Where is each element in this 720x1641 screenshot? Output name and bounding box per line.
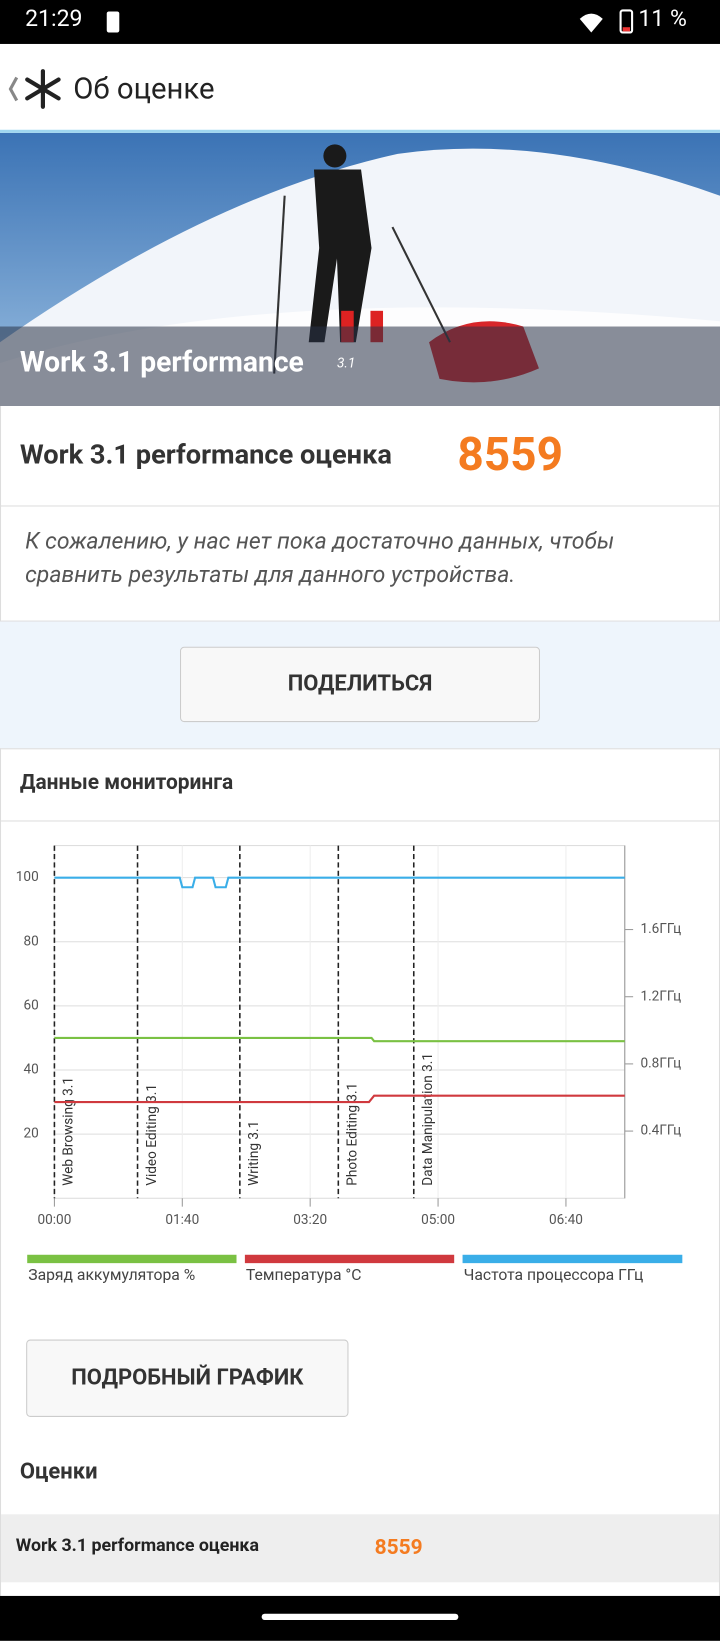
y-tick-label: 60 (23, 997, 38, 1013)
legend-label: Заряд аккумулятора % (28, 1265, 196, 1285)
status-battery: 11 % (638, 6, 687, 33)
legend-swatch (244, 1254, 455, 1264)
legend-swatch (462, 1254, 683, 1264)
y2-tick-label: 1.6ГГц (640, 921, 681, 937)
score-row-label: Work 3.1 performance оценка (15, 1535, 259, 1557)
phase-label: Photo Editing 3.1 (345, 1083, 361, 1186)
series-line (54, 876, 625, 889)
x-tick-label: 00:00 (37, 1212, 71, 1228)
message-card (0, 505, 720, 622)
phase-label: Web Browsing 3.1 (61, 1077, 77, 1186)
score-row-value: 8559 (374, 1534, 423, 1560)
x-tick-label: 06:40 (549, 1212, 583, 1228)
x-tick-label: 01:40 (165, 1212, 199, 1228)
phase-label: Data Manipulation 3.1 (420, 1053, 436, 1186)
phase-label: Writing 3.1 (246, 1121, 262, 1186)
monitoring-chart: 20 40 60 80 100 00:00 01:40 03:20 05:00 06:40 0.4Г… (16, 845, 681, 1228)
series-line (54, 1094, 625, 1104)
phase-label: Video Editing 3.1 (144, 1084, 160, 1186)
y-tick-label: 100 (16, 869, 39, 885)
y-tick-label: 40 (23, 1062, 38, 1078)
score-value: 8559 (457, 426, 564, 482)
y2-tick-label: 1.2ГГц (640, 988, 681, 1004)
banner-title: Work 3.1 performance (19, 345, 304, 379)
scores-title: Оценки (19, 1459, 98, 1486)
score-label: Work 3.1 performance оценка (19, 439, 392, 471)
legend-label: Частота процессора ГГц (463, 1265, 644, 1285)
banner-version: 3.1 (336, 355, 356, 372)
back-button[interactable] (4, 67, 69, 113)
y2-tick-label: 0.8ГГц (640, 1055, 681, 1071)
score-card (0, 406, 720, 507)
x-tick-label: 03:20 (293, 1212, 327, 1228)
header-title: Об оценке (73, 71, 215, 106)
status-time: 21:29 (25, 6, 83, 33)
y-tick-label: 20 (23, 1126, 38, 1142)
divider (1, 820, 719, 822)
legend-label: Температура °C (245, 1265, 362, 1285)
y-tick-label: 80 (23, 933, 38, 949)
plot-frame (53, 845, 626, 1199)
notification-icon (106, 11, 120, 33)
share-button[interactable]: ПОДЕЛИТЬСЯ (180, 646, 541, 723)
status-icons (579, 9, 634, 34)
message: К сожалению, у нас нет пока достаточно д… (25, 528, 615, 589)
header-divider (0, 129, 720, 133)
y2-tick-label: 0.4ГГц (640, 1123, 681, 1139)
legend-swatch (27, 1254, 237, 1264)
banner-image (0, 132, 720, 407)
score-row (1, 1514, 719, 1583)
x-tick-label: 05:00 (421, 1212, 455, 1228)
home-indicator[interactable] (261, 1613, 459, 1621)
series-line (54, 1036, 625, 1043)
monitoring-card (0, 748, 720, 1639)
monitoring-title: Данные мониторинга (19, 769, 234, 795)
detail-chart-button[interactable]: ПОДРОБНЫЙ ГРАФИК (26, 1339, 349, 1417)
